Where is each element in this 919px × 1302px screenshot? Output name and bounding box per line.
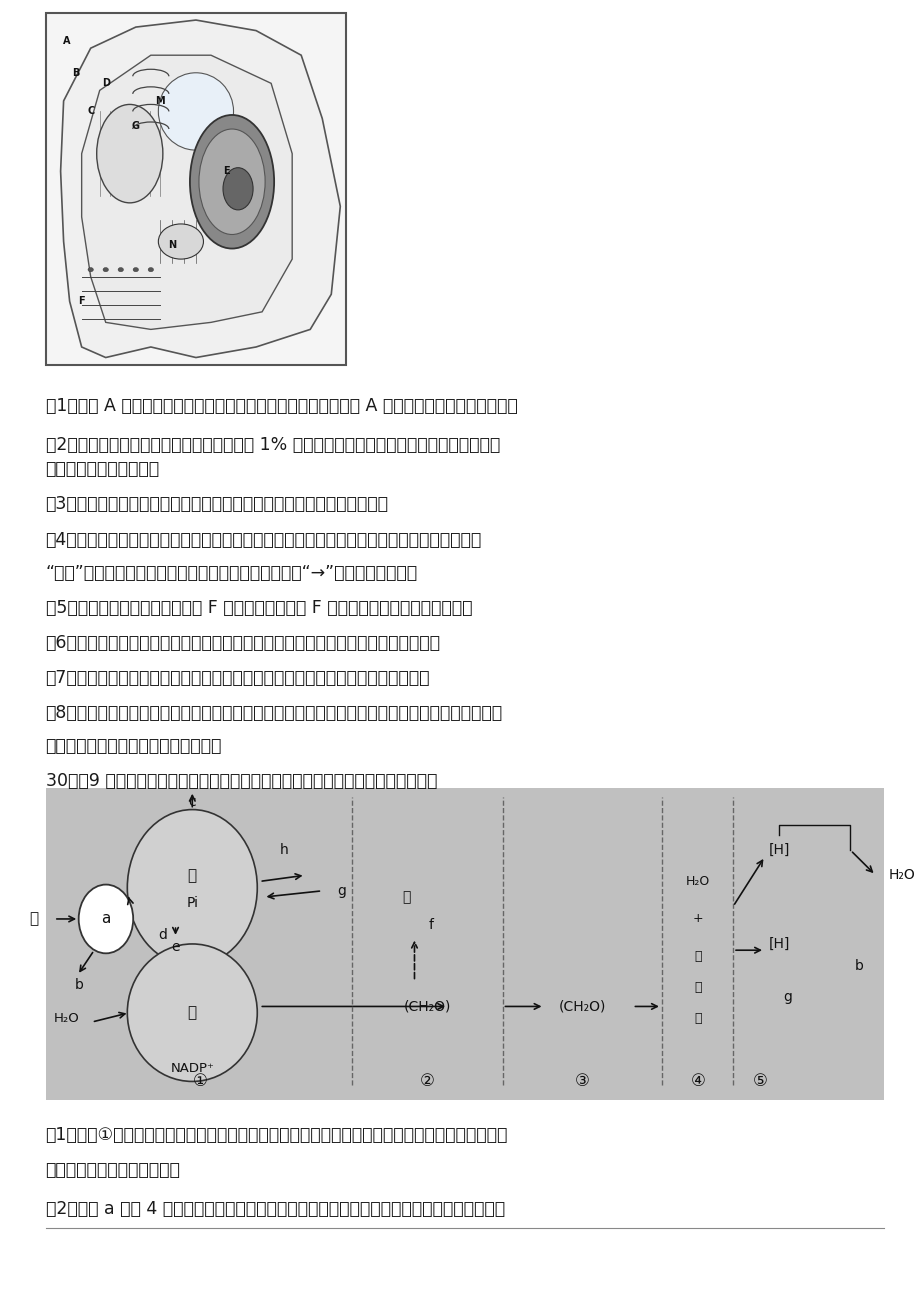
Text: “轨迹”：＿＿＿＿＿＿＿＿＿＿＿＿＿＿＿＿＿＿（用“→”和字母表示，）。: “轨迹”：＿＿＿＿＿＿＿＿＿＿＿＿＿＿＿＿＿＿（用“→”和字母表示，）。: [46, 564, 417, 582]
Text: （1）结构 A 能实现核质之间频繁的物质交换和信息交流，则结构 A 为＿＿＿＿＿＿＿＿＿＿＿。: （1）结构 A 能实现核质之间频繁的物质交换和信息交流，则结构 A 为＿＿＿＿＿…: [46, 397, 516, 415]
Text: Pi: Pi: [186, 896, 199, 910]
Text: ⑤: ⑤: [752, 1073, 766, 1091]
Ellipse shape: [88, 267, 94, 272]
Text: H₂O: H₂O: [887, 868, 914, 883]
Bar: [46, 788, 883, 1100]
Ellipse shape: [222, 168, 253, 210]
Text: ＿＿＿＿＿（填字母）。: ＿＿＿＿＿（填字母）。: [46, 460, 160, 478]
Text: d: d: [158, 927, 167, 941]
Text: ③: ③: [574, 1073, 589, 1091]
Ellipse shape: [158, 73, 233, 150]
Text: h: h: [280, 844, 289, 857]
Text: A: A: [62, 36, 70, 46]
Text: 酶: 酶: [187, 867, 197, 883]
Text: b: b: [74, 978, 84, 992]
Text: g: g: [782, 990, 791, 1004]
Text: （2）图中 a 代表 4 种光合色素，其中含量最多的色素是＿＿＿＿，该色素在滤纸条上的颜色是: （2）图中 a 代表 4 种光合色素，其中含量最多的色素是＿＿＿＿，该色素在滤纸…: [46, 1200, 505, 1219]
Text: (CH₂O): (CH₂O): [558, 1000, 606, 1013]
Polygon shape: [82, 55, 292, 329]
Text: C: C: [87, 107, 95, 116]
Text: ②: ②: [419, 1073, 434, 1091]
Text: H₂O: H₂O: [53, 1013, 79, 1026]
Text: +: +: [692, 913, 702, 926]
Text: 丙: 丙: [693, 950, 701, 963]
Text: 酶: 酶: [402, 891, 410, 904]
Text: （6）与蓝藻相比，该植物细胞在结构上的最大特点是＿＿＿＿＿＿＿＿＿＿＿＿＿。: （6）与蓝藻相比，该植物细胞在结构上的最大特点是＿＿＿＿＿＿＿＿＿＿＿＿＿。: [46, 634, 440, 652]
Text: （7）与动物细胞相比，该植物细胞缺少的细胞器是＿＿＿＿＿＿＿＿＿＿＿＿＿。: （7）与动物细胞相比，该植物细胞缺少的细胞器是＿＿＿＿＿＿＿＿＿＿＿＿＿。: [46, 669, 429, 687]
Ellipse shape: [158, 224, 203, 259]
Ellipse shape: [189, 115, 274, 249]
Text: （1）图中①代表的是光合作用＿＿＿＿＿＿阶段，反应场所是＿＿＿＿，该阶段的能量变化过程是: （1）图中①代表的是光合作用＿＿＿＿＿＿阶段，反应场所是＿＿＿＿，该阶段的能量变…: [46, 1126, 507, 1144]
Text: N: N: [167, 240, 176, 250]
Text: （8）利用磷脂酶处理，其功能不受影响的细胞器有＿＿＿＿＿＿（填字母）。能发生碱基互补配对: （8）利用磷脂酶处理，其功能不受影响的细胞器有＿＿＿＿＿＿（填字母）。能发生碱基…: [46, 704, 502, 723]
Text: e: e: [171, 940, 179, 954]
Text: G: G: [131, 121, 140, 130]
Text: f: f: [428, 918, 433, 932]
Text: （5）该植物相邻细胞之间可通过 F 进行信息交流，则 F 代表＿＿＿＿＿＿＿＿＿＿＿。: （5）该植物相邻细胞之间可通过 F 进行信息交流，则 F 代表＿＿＿＿＿＿＿＿＿…: [46, 599, 471, 617]
Text: ④: ④: [689, 1073, 705, 1091]
Bar: [46, 13, 346, 365]
Ellipse shape: [133, 267, 139, 272]
Text: （4）经检验该植物细胞的分泌物含有一种多肽，请写出该多肽在细胞中从合成至分泌出细胞的: （4）经检验该植物细胞的分泌物含有一种多肽，请写出该多肽在细胞中从合成至分泌出细…: [46, 531, 482, 549]
Text: ①: ①: [193, 1073, 208, 1091]
Text: g: g: [337, 884, 346, 898]
Ellipse shape: [199, 129, 265, 234]
Text: [H]: [H]: [767, 937, 789, 950]
Ellipse shape: [96, 104, 163, 203]
Ellipse shape: [103, 267, 108, 272]
Text: ＿＿＿＿＿＿＿＿＿＿＿＿。: ＿＿＿＿＿＿＿＿＿＿＿＿。: [46, 1161, 180, 1180]
Text: H₂O: H₂O: [685, 875, 709, 888]
Text: D: D: [102, 78, 109, 89]
Text: [H]: [H]: [767, 844, 789, 857]
Text: 光: 光: [29, 911, 39, 927]
Text: （3）该细胞中脂质的合成场所是＿＿＿＿＿＿＿＿＿＿（填中文名称）。: （3）该细胞中脂质的合成场所是＿＿＿＿＿＿＿＿＿＿（填中文名称）。: [46, 495, 388, 513]
Text: 酶: 酶: [187, 1005, 197, 1021]
Text: NADP⁺: NADP⁺: [170, 1062, 214, 1075]
Text: F: F: [78, 297, 85, 306]
Ellipse shape: [118, 267, 123, 272]
Ellipse shape: [79, 884, 133, 953]
Ellipse shape: [127, 810, 257, 966]
Text: (CH₂O): (CH₂O): [403, 1000, 450, 1013]
Text: 的细胞器有＿＿＿＿＿＿（填字母）。: 的细胞器有＿＿＿＿＿＿（填字母）。: [46, 737, 221, 755]
Text: 酮: 酮: [693, 982, 701, 995]
Text: a: a: [101, 911, 110, 927]
Polygon shape: [61, 20, 340, 358]
Ellipse shape: [127, 944, 257, 1082]
Text: B: B: [72, 68, 79, 78]
Ellipse shape: [148, 267, 153, 272]
Text: （2）将该植物的正常活细胞浸在质量分数为 1% 的健那绿染液中，图中被染成蓝绿色的结构是: （2）将该植物的正常活细胞浸在质量分数为 1% 的健那绿染液中，图中被染成蓝绿色…: [46, 436, 499, 454]
Text: M: M: [155, 96, 165, 105]
Text: b: b: [854, 958, 862, 973]
Text: c: c: [188, 794, 196, 809]
Text: E: E: [222, 167, 229, 176]
Text: 30．（9 分）下图是菠菜光合作用与呼吸作用的相关过程示意图，据图回答问题：: 30．（9 分）下图是菠菜光合作用与呼吸作用的相关过程示意图，据图回答问题：: [46, 772, 437, 790]
Text: 酸: 酸: [693, 1013, 701, 1026]
